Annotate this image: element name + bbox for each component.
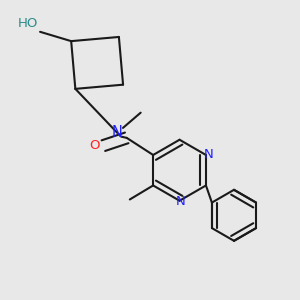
Text: N: N (112, 125, 123, 140)
Text: N: N (176, 195, 186, 208)
Text: N: N (204, 148, 213, 161)
Text: HO: HO (18, 17, 38, 30)
Text: O: O (89, 139, 100, 152)
